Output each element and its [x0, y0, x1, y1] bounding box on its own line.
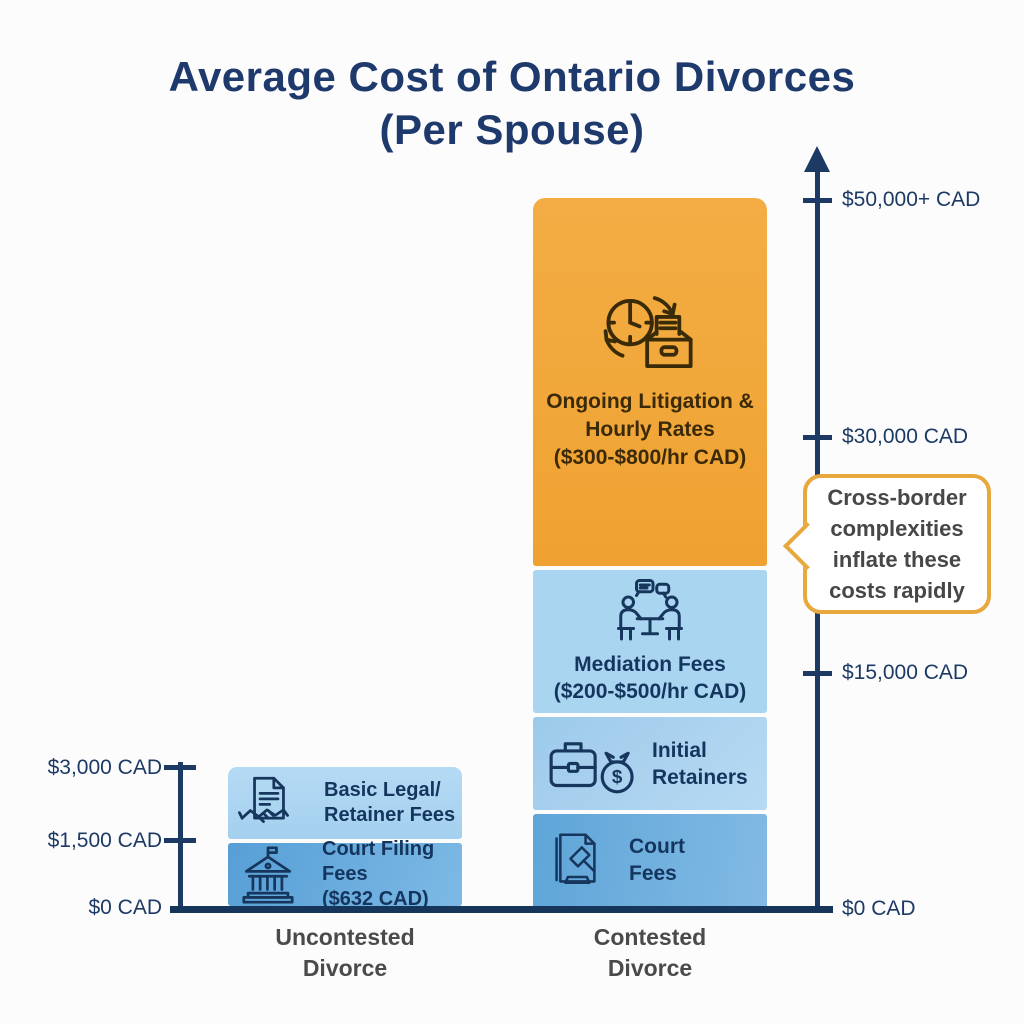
segment-court-filing-fees: Court Filing Fees ($632 CAD) [228, 838, 462, 910]
clock-documents-cycle-icon [598, 292, 702, 374]
callout-tail-icon [782, 521, 832, 571]
category-label-contested: Contested Divorce [593, 924, 707, 981]
segment-initial-retainers: $ Initial Retainers [533, 717, 767, 810]
left-axis-tick-1500 [164, 838, 196, 843]
chart-title-line2: (Per Spouse) [379, 106, 645, 153]
segment-ongoing-litigation: Ongoing Litigation & Hourly Rates ($300-… [533, 198, 767, 566]
courthouse-icon [240, 845, 296, 904]
left-axis-line [178, 762, 183, 912]
chart-title-line1: Average Cost of Ontario Divorces [168, 53, 856, 100]
right-axis-label-15k: $15,000 CAD [842, 661, 969, 684]
segment-court-fees-label: Court Fees [629, 835, 685, 885]
chart-title: Average Cost of Ontario Divorces (Per Sp… [0, 50, 1024, 156]
x-axis-baseline [170, 906, 833, 913]
right-axis-label-30k: $30,000 CAD [842, 425, 969, 448]
mediation-table-icon [614, 578, 686, 645]
segment-basic-legal-retainer-fees: Basic Legal/ Retainer Fees [228, 767, 462, 839]
segment-basic-legal-label: Basic Legal/ Retainer Fees [324, 779, 456, 826]
document-gavel-icon [549, 831, 607, 889]
category-label-uncontested: Uncontested Divorce [275, 924, 415, 981]
right-axis-tick-50k [803, 198, 832, 203]
segment-ongoing-litigation-label: Ongoing Litigation & Hourly Rates ($300-… [546, 390, 754, 469]
right-axis-tick-30k [803, 435, 832, 440]
right-axis-tick-15k [803, 671, 832, 676]
cross-border-callout: Cross-border complexities inflate these … [782, 474, 991, 614]
callout-text: Cross-border complexities inflate these … [827, 485, 967, 603]
segment-court-fees: Court Fees [533, 814, 767, 906]
left-axis-label-3000: $3,000 CAD [47, 756, 162, 779]
left-axis-label-1500: $1,500 CAD [47, 829, 162, 852]
right-axis-label-50k: $50,000+ CAD [842, 188, 981, 211]
segment-mediation-label: Mediation Fees ($200-$500/hr CAD) [553, 652, 747, 703]
document-handshake-icon [238, 775, 300, 831]
segment-court-filing-label: Court Filing Fees ($632 CAD) [322, 838, 435, 910]
left-axis-label-0: $0 CAD [88, 896, 162, 919]
right-axis-label-0: $0 CAD [842, 897, 916, 920]
left-axis-tick-3000 [164, 765, 196, 770]
segment-mediation-fees: Mediation Fees ($200-$500/hr CAD) [533, 570, 767, 713]
segment-initial-retainers-label: Initial Retainers [652, 738, 748, 789]
moneybag-dollar-glyph: $ [612, 766, 623, 787]
briefcase-moneybag-icon: $ [548, 732, 636, 795]
